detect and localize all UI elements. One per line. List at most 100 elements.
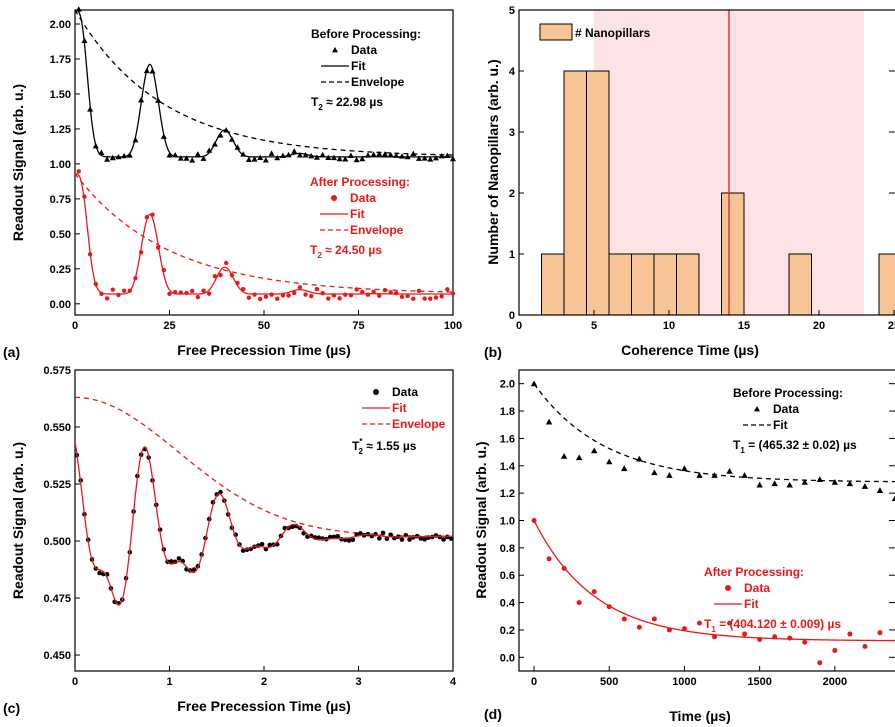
data-point: [319, 151, 326, 158]
data-point: [621, 616, 627, 622]
data-point: [877, 630, 883, 636]
data-point: [802, 639, 808, 645]
x-tick-label: 1000: [672, 676, 696, 688]
time-constant-label: T1 = (465.32 ± 0.02) µs: [733, 438, 857, 455]
data-point: [200, 155, 207, 161]
legend-entry: Envelope: [351, 75, 405, 89]
data-point: [373, 389, 379, 395]
legend-entry: Fit: [351, 59, 366, 73]
x-tick-label: 100: [444, 320, 462, 332]
x-tick-label: 25: [163, 320, 175, 332]
data-point: [245, 156, 252, 162]
data-point: [82, 194, 87, 199]
data-point: [252, 292, 257, 297]
data-point: [166, 152, 173, 158]
histogram-bar: [878, 253, 895, 316]
data-point: [269, 292, 274, 297]
data-point: [712, 634, 718, 640]
data-point: [331, 195, 337, 201]
data-point: [286, 293, 291, 298]
data-point: [217, 132, 224, 138]
data-point: [161, 267, 167, 273]
data-point: [228, 136, 235, 142]
data-point: [711, 472, 718, 478]
data-point: [326, 296, 331, 301]
data-point: [263, 294, 269, 299]
data-point: [786, 481, 793, 488]
legend-entry: Fit: [392, 401, 407, 415]
data-point: [725, 585, 731, 591]
data-point: [133, 276, 138, 281]
data-point: [415, 155, 422, 161]
data-point: [297, 285, 303, 290]
legend-title: Before Processing:: [733, 386, 843, 400]
y-tick-label: 5: [509, 5, 515, 17]
data-point: [110, 287, 116, 292]
legend-entry: Fit: [773, 418, 788, 432]
histogram-bar: [653, 253, 677, 316]
legend-entry: Data: [350, 191, 376, 205]
y-axis-label: Number of Nanopillars (arb. u.): [485, 59, 501, 264]
y-tick-label: 0.50: [50, 229, 71, 241]
data-point: [365, 292, 371, 297]
panel-label: (c): [3, 700, 20, 716]
histogram-bar: [541, 253, 565, 316]
data-point: [224, 260, 229, 266]
y-tick-label: 0.2: [500, 625, 515, 637]
data-point: [206, 147, 213, 153]
y-tick-label: 1.6: [500, 433, 515, 445]
data-point: [167, 291, 172, 297]
data-point: [891, 495, 895, 502]
data-point: [212, 274, 218, 279]
data-point: [201, 288, 206, 293]
data-point: [404, 153, 411, 160]
data-point: [421, 155, 428, 161]
data-point: [832, 647, 838, 653]
data-point: [576, 600, 582, 606]
y-tick-label: 2: [509, 188, 515, 200]
data-point: [545, 418, 553, 425]
y-tick-label: 1.00: [50, 159, 71, 171]
data-point: [377, 293, 382, 298]
data-point: [861, 483, 869, 489]
data-point: [291, 148, 298, 154]
data-point: [441, 537, 446, 542]
y-tick-label: 0.25: [50, 264, 71, 276]
y-axis-label: Readout Signal (arb. u.): [473, 441, 489, 598]
y-tick-label: 0.4: [500, 598, 516, 610]
y-tick-label: 3: [509, 127, 515, 139]
y-tick-label: 0.00: [50, 299, 71, 311]
data-point: [314, 286, 320, 292]
y-tick-label: 0.75: [50, 194, 71, 206]
time-constant-label: T* 2 ≈ 1.55 µs: [352, 437, 417, 456]
data-point: [591, 447, 598, 454]
data-point: [410, 150, 417, 156]
data-point: [279, 152, 286, 159]
data-point: [816, 476, 823, 483]
data-point: [240, 151, 247, 157]
time-constant-label: T2 ≈ 22.98 µs: [311, 95, 383, 112]
histogram-bar: [721, 192, 745, 316]
data-point: [223, 127, 230, 133]
data-point: [546, 556, 552, 562]
legend-entry: Data: [351, 43, 377, 57]
data-point: [432, 154, 439, 161]
data-point: [116, 292, 121, 298]
panel-label: (b): [484, 344, 502, 360]
data-point: [259, 541, 265, 547]
data-point: [251, 156, 258, 162]
data-point: [144, 215, 150, 220]
data-point: [847, 631, 853, 637]
data-point: [448, 536, 454, 541]
panel-label: (d): [484, 706, 502, 722]
data-point: [727, 620, 733, 626]
data-point: [258, 296, 263, 302]
data-point: [149, 68, 156, 74]
data-point: [621, 465, 628, 472]
data-point: [772, 634, 778, 640]
data-point: [268, 150, 275, 156]
data-point: [92, 142, 99, 149]
fit-curve: [75, 440, 453, 606]
data-point: [98, 149, 105, 156]
